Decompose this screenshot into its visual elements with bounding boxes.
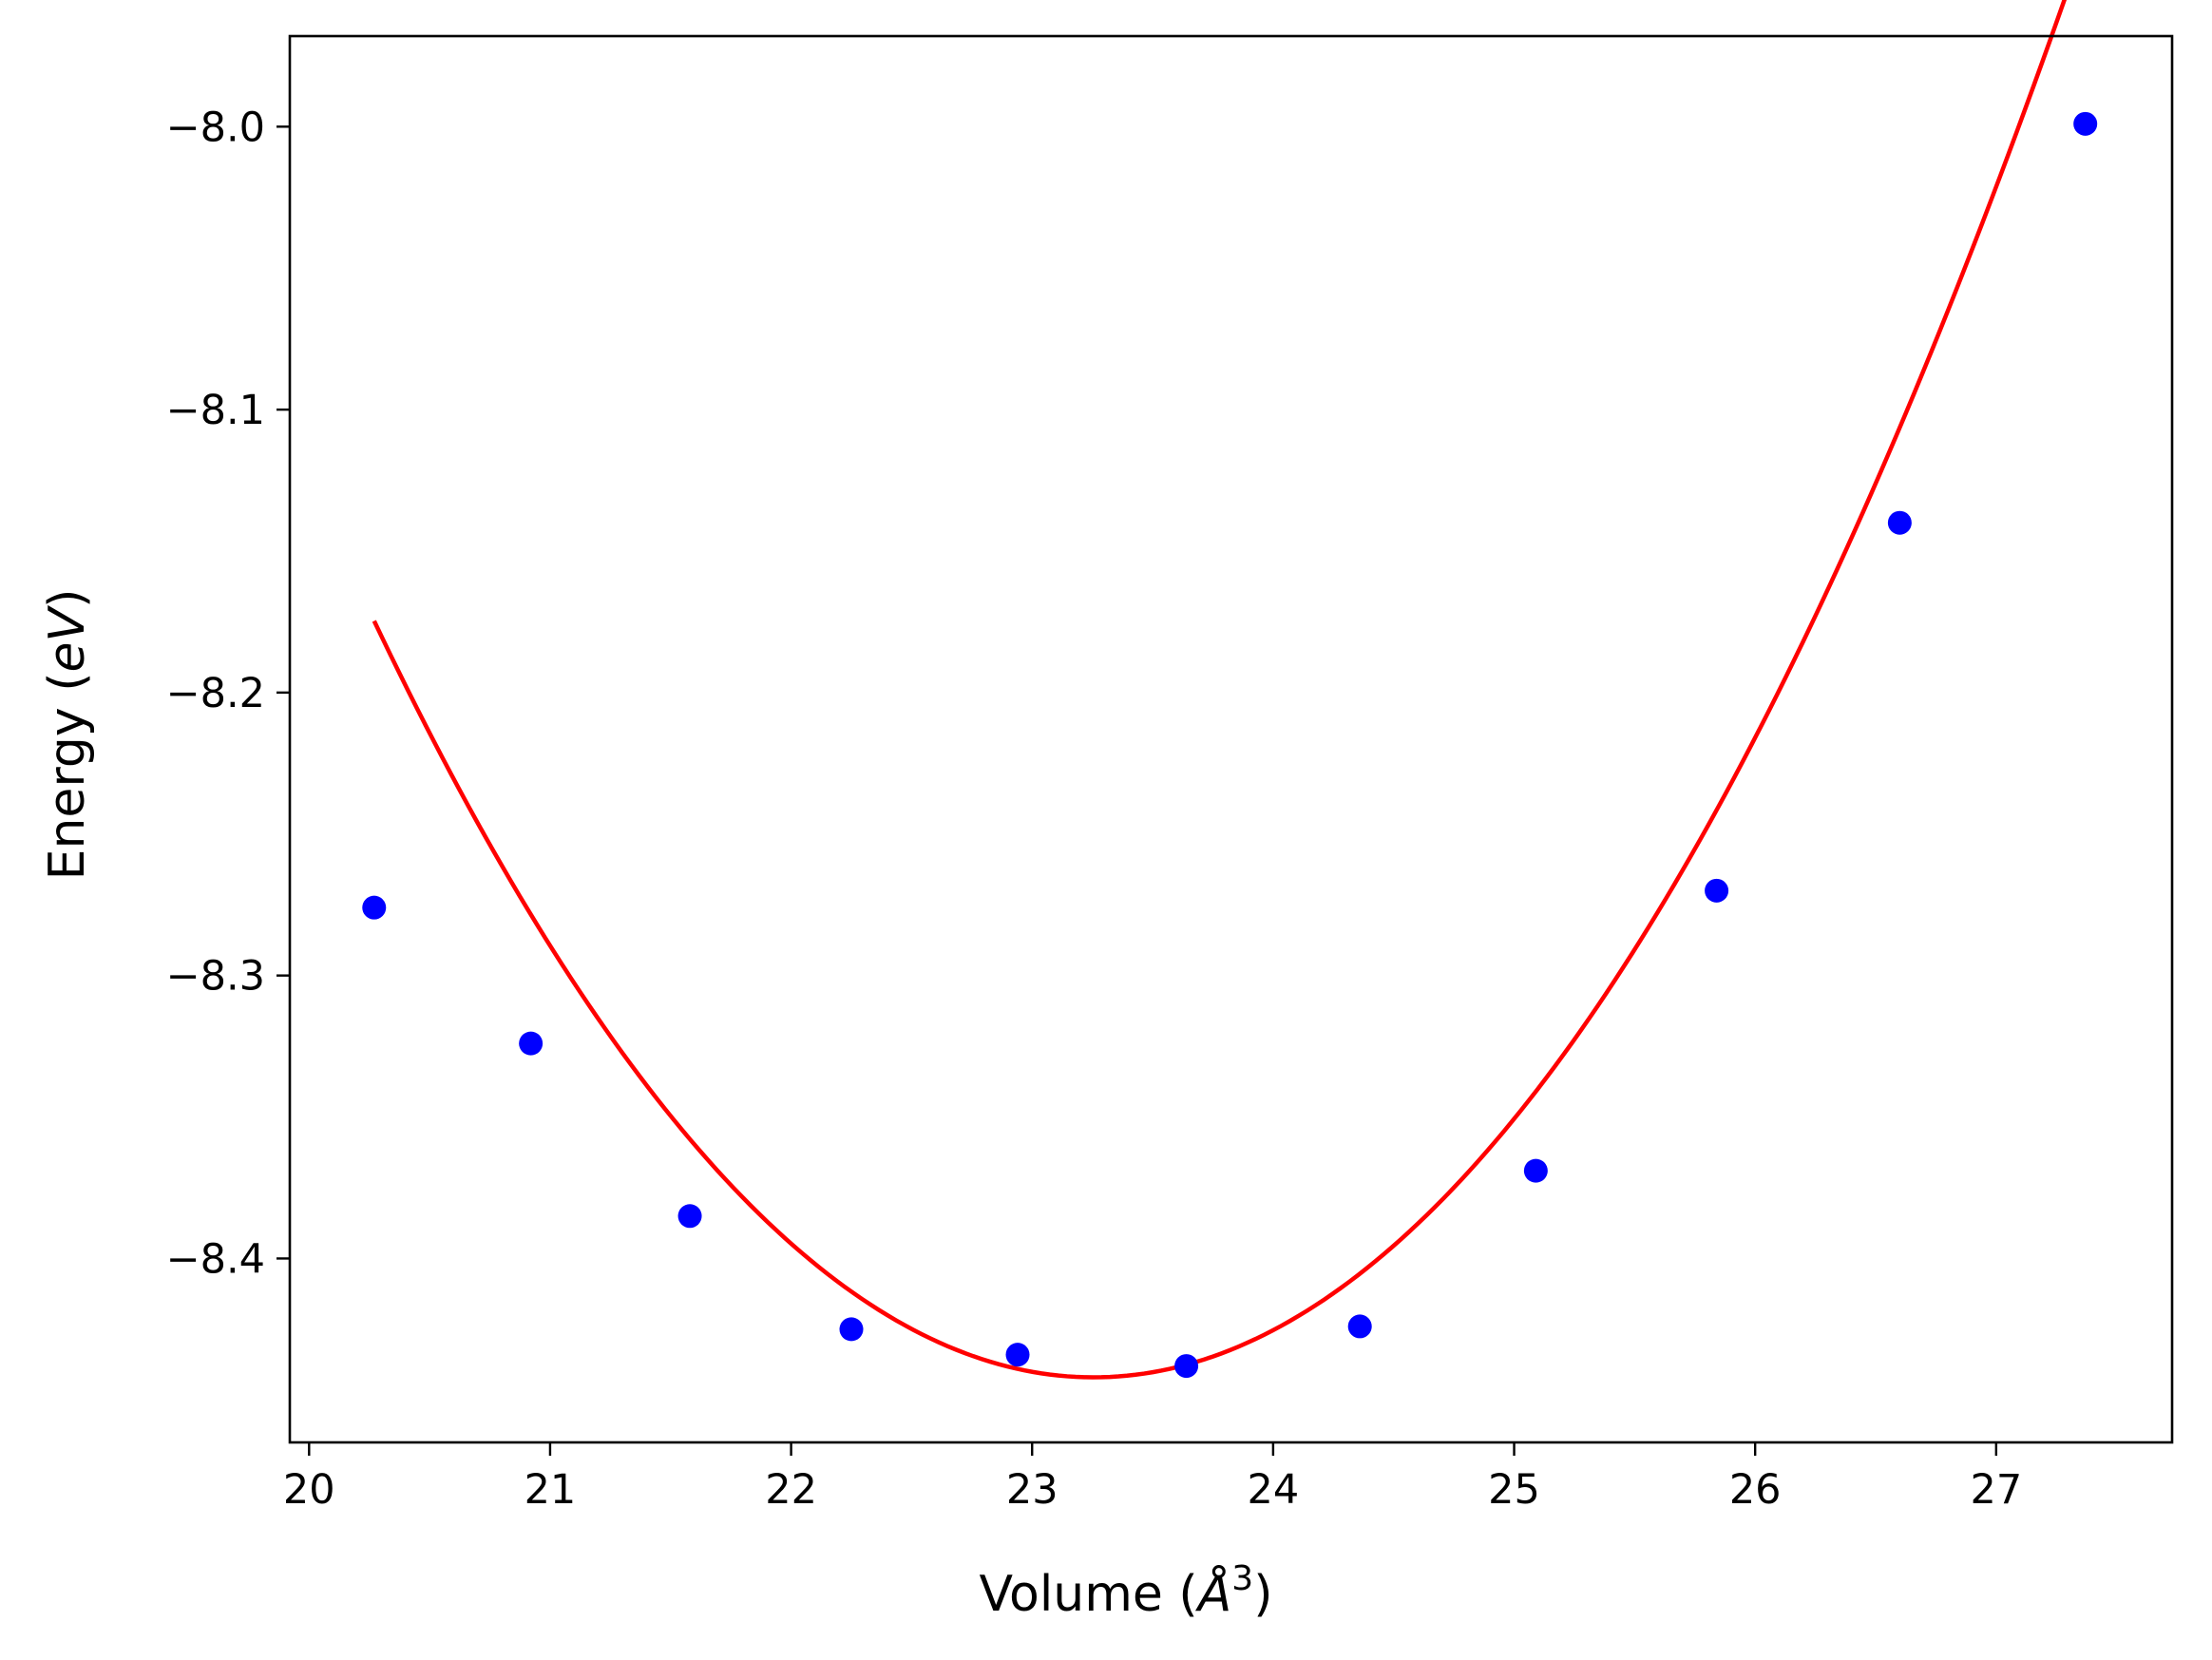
x-axis-label-prefix: Volume ( — [980, 1566, 1198, 1623]
data-point — [362, 895, 387, 920]
x-tick-label: 24 — [1248, 1466, 1300, 1514]
x-tick-label: 22 — [765, 1466, 817, 1514]
x-axis-label-superscript: 3 — [1231, 1559, 1253, 1598]
x-axis-label-symbol: Å — [1195, 1564, 1232, 1623]
data-point — [677, 1204, 702, 1229]
fit-curve-layer — [372, 0, 2068, 1380]
x-axis-label: Volume (Å3) — [980, 1559, 1273, 1623]
y-tick-label: −8.1 — [166, 387, 265, 434]
x-tick-label: 27 — [1970, 1466, 2022, 1514]
data-points-layer — [362, 111, 2098, 1379]
y-tick-label: −8.0 — [166, 104, 265, 151]
x-ticks-layer: 20 21 22 23 24 25 26 27 — [283, 1442, 2022, 1514]
y-ticks-layer: −8.0 −8.1 −8.2 −8.3 −8.4 — [166, 104, 290, 1283]
x-tick-label: 20 — [283, 1466, 335, 1514]
fit-curve — [372, 0, 2068, 1380]
data-point — [1523, 1158, 1548, 1183]
y-tick-label: −8.3 — [166, 953, 265, 1001]
x-axis-label-suffix: ) — [1253, 1566, 1272, 1623]
x-tick-label: 23 — [1006, 1466, 1058, 1514]
data-point — [1347, 1314, 1372, 1339]
data-point — [2073, 111, 2098, 136]
x-tick-label: 26 — [1729, 1466, 1782, 1514]
data-point — [1887, 510, 1912, 535]
data-point — [1005, 1343, 1030, 1367]
y-tick-label: −8.2 — [166, 670, 265, 717]
data-point — [1705, 878, 1729, 903]
x-tick-label: 25 — [1488, 1466, 1540, 1514]
data-point — [519, 1031, 543, 1056]
data-point — [839, 1317, 864, 1342]
x-tick-label: 21 — [524, 1466, 577, 1514]
y-axis-label-prefix: Energy ( — [39, 673, 96, 881]
y-axis-label-italic: eV — [39, 605, 96, 673]
data-point — [1174, 1354, 1199, 1379]
y-tick-label: −8.4 — [166, 1235, 265, 1283]
axes-layer — [288, 34, 2174, 1444]
y-axis-label: Energy (eV) — [39, 589, 96, 881]
plot-frame — [288, 34, 2174, 1444]
y-axis-label-suffix: ) — [39, 589, 96, 608]
